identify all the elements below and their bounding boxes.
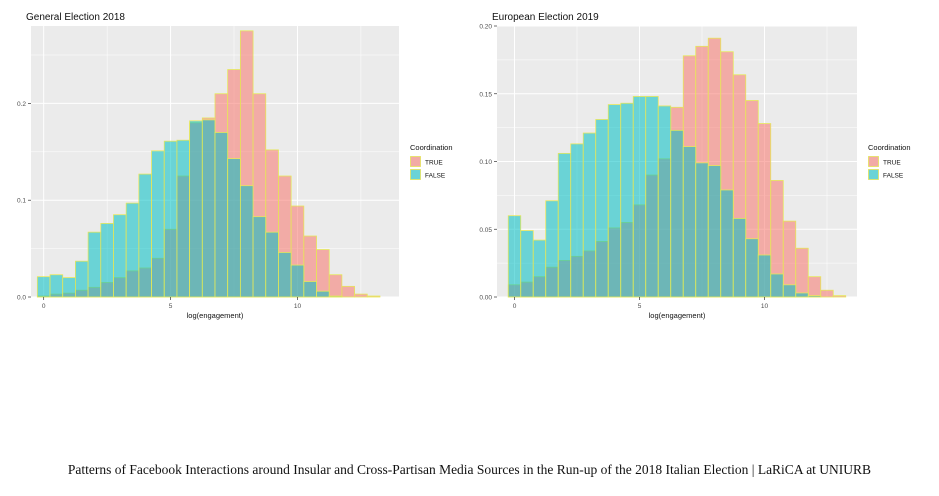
- bar-false: [151, 150, 165, 298]
- bar-false: [75, 260, 89, 298]
- bar-false: [595, 119, 609, 298]
- bar-false: [316, 290, 330, 298]
- bar-true: [316, 249, 330, 298]
- chart-title: General Election 2018: [26, 12, 125, 23]
- y-tick-label: 0.1: [17, 198, 26, 205]
- bar-false: [36, 276, 51, 298]
- legend-title: Coordination: [868, 143, 911, 152]
- bar-false: [278, 252, 292, 298]
- y-tick-label: 0.10: [479, 159, 492, 166]
- x-tick-label: 10: [761, 303, 769, 310]
- y-tick-label: 0.05: [479, 227, 492, 234]
- bar-false: [239, 185, 254, 298]
- x-tick-label: 5: [169, 303, 173, 310]
- x-tick-label: 10: [294, 303, 302, 310]
- bar-false: [807, 295, 822, 298]
- legend-label-false: FALSE: [425, 173, 446, 180]
- legend-key-false: [410, 169, 421, 180]
- bar-false: [782, 284, 797, 298]
- legend-title: Coordination: [410, 143, 453, 152]
- bar-false: [695, 162, 709, 298]
- legend-key-true: [868, 156, 879, 167]
- bar-false: [265, 231, 279, 298]
- bar-true: [366, 295, 381, 298]
- bar-false: [189, 120, 203, 298]
- bar-false: [125, 202, 140, 298]
- bar-false: [657, 105, 672, 298]
- bar-false: [328, 295, 343, 298]
- bar-false: [507, 215, 522, 298]
- bar-false: [707, 165, 722, 298]
- legend-label-true: TRUE: [425, 160, 443, 167]
- chart-svg-2018: General Election 2018 0.0 0.1 0.2 0 5 10 log(en…: [17, 12, 453, 320]
- bar-true: [328, 274, 343, 298]
- bar-false: [176, 139, 191, 298]
- bar-false: [732, 218, 747, 298]
- x-axis-title: log(engagement): [187, 311, 244, 320]
- bar-false: [100, 223, 114, 298]
- bar-false: [607, 104, 622, 298]
- bar-false: [745, 238, 759, 298]
- bar-false: [620, 102, 634, 298]
- bar-false: [163, 140, 178, 298]
- y-tick-label: 0.2: [17, 101, 26, 108]
- x-tick-label: 5: [638, 303, 642, 310]
- bar-false: [632, 96, 647, 298]
- bar-true: [832, 295, 847, 298]
- bar-false: [113, 214, 127, 298]
- bar-false: [795, 292, 809, 298]
- bar-false: [303, 281, 317, 298]
- bar-false: [557, 152, 572, 298]
- bar-false: [138, 173, 152, 298]
- legend-label-true: TRUE: [883, 160, 901, 167]
- bar-false: [682, 146, 697, 298]
- bar-true: [807, 276, 822, 298]
- bar-false: [770, 273, 784, 298]
- legend-key-false: [868, 169, 879, 180]
- bar-false: [720, 189, 734, 298]
- bar-false: [49, 274, 64, 298]
- bar-false: [214, 132, 229, 298]
- x-tick-label: 0: [513, 303, 517, 310]
- x-tick-label: 0: [42, 303, 46, 310]
- bar-true: [341, 285, 355, 298]
- x-axis-title: log(engagement): [649, 311, 706, 320]
- bar-false: [227, 158, 241, 298]
- bar-false: [87, 231, 102, 298]
- bar-false: [582, 132, 597, 298]
- y-tick-label: 0.00: [479, 295, 492, 302]
- chart-title: European Election 2019: [492, 12, 599, 23]
- figure-caption: Patterns of Facebook Interactions around…: [67, 462, 872, 477]
- y-tick-label: 0.15: [479, 91, 492, 98]
- bar-false: [532, 239, 547, 298]
- y-tick-label: 0.20: [479, 24, 492, 31]
- bar-false: [545, 200, 559, 298]
- bar-false: [757, 254, 772, 298]
- bar-false: [62, 277, 76, 298]
- legend-label-false: FALSE: [883, 173, 904, 180]
- bar-true: [820, 289, 834, 298]
- bar-false: [670, 129, 684, 298]
- bar-true: [795, 247, 809, 298]
- y-tick-label: 0.0: [17, 295, 26, 302]
- histogram-european-election-2019: European Election 2019 0.00 0.05 0.10 0.15 0.…: [470, 0, 939, 320]
- bar-false: [201, 119, 216, 298]
- bar-false: [520, 230, 534, 298]
- bar-true: [354, 293, 368, 298]
- bar-false: [290, 264, 305, 298]
- chart-svg-2019: European Election 2019 0.00 0.05 0.10 0.15 0.…: [479, 12, 911, 320]
- bar-false: [252, 216, 267, 298]
- bar-false: [645, 96, 659, 298]
- histogram-general-election-2018: General Election 2018 0.0 0.1 0.2 0 5 10 log(en…: [0, 0, 470, 320]
- legend-key-true: [410, 156, 421, 167]
- bar-false: [570, 143, 584, 298]
